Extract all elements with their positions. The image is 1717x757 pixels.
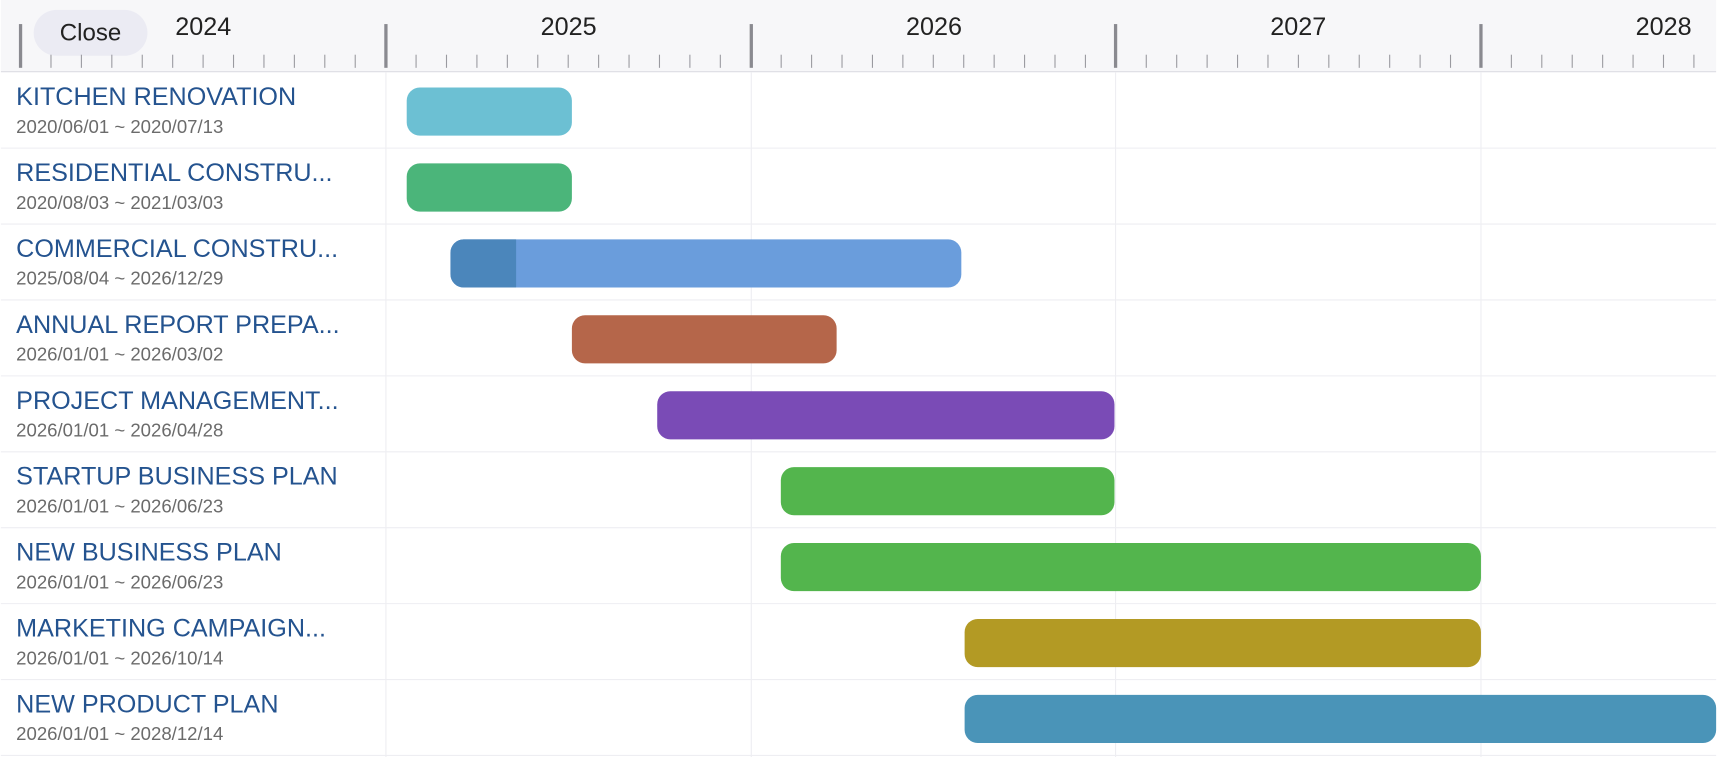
task-title: MARKETING CAMPAIGN... — [16, 615, 326, 643]
task-progress — [450, 239, 517, 288]
task-bar — [406, 163, 572, 212]
year-label: 2028 — [1636, 13, 1692, 41]
task-bar — [450, 239, 962, 288]
task-title: COMMERCIAL CONSTRU... — [16, 235, 338, 263]
task-title: KITCHEN RENOVATION — [16, 83, 296, 111]
task-title: STARTUP BUSINESS PLAN — [16, 463, 338, 491]
year-label: 2026 — [906, 13, 962, 41]
year-label: 2027 — [1270, 13, 1326, 41]
close-button[interactable] — [33, 9, 148, 56]
timeline-header — [0, 0, 1717, 72]
task-dates: 2020/08/03 ~ 2021/03/03 — [16, 192, 223, 213]
task-bar — [964, 618, 1481, 668]
task-dates: 2026/01/01 ~ 2026/06/23 — [16, 495, 223, 516]
task-bar — [780, 543, 1481, 592]
task-title: RESIDENTIAL CONSTRU... — [16, 159, 332, 187]
close-label[interactable]: Close — [60, 19, 121, 46]
task-dates: 2026/01/01 ~ 2026/03/02 — [16, 344, 223, 365]
task-bar — [571, 315, 837, 364]
year-label: 2024 — [175, 13, 231, 41]
task-title: NEW PRODUCT PLAN — [16, 690, 278, 718]
task-bar — [657, 391, 1115, 440]
year-label: 2025 — [541, 13, 597, 41]
task-bar — [964, 694, 1717, 743]
task-title: PROJECT MANAGEMENT... — [16, 387, 338, 415]
task-title: ANNUAL REPORT PREPA... — [16, 311, 339, 339]
task-dates: 2026/01/01 ~ 2026/04/28 — [16, 420, 223, 441]
task-dates: 2026/01/01 ~ 2026/10/14 — [16, 647, 223, 668]
task-title: NEW BUSINESS PLAN — [16, 539, 282, 567]
task-bar — [406, 87, 572, 136]
task-bar — [780, 467, 1115, 516]
task-dates: 2020/06/01 ~ 2020/07/13 — [16, 116, 223, 137]
task-dates: 2025/08/04 ~ 2026/12/29 — [16, 268, 223, 289]
task-dates: 2026/01/01 ~ 2026/06/23 — [16, 571, 223, 592]
task-dates: 2026/01/01 ~ 2028/12/14 — [16, 723, 223, 744]
